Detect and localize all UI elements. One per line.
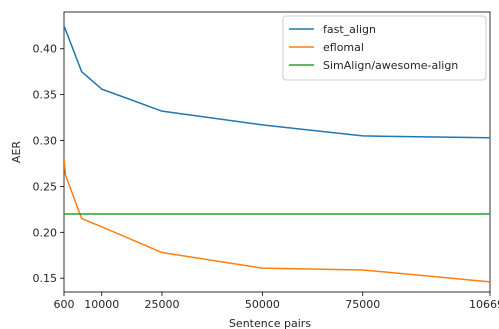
series-line-1 [64,158,490,283]
legend-label-1: eflomal [323,41,364,54]
y-axis: 0.15 0.20 0.25 0.30 0.35 0.40 [33,43,64,285]
y-tick-label: 0.20 [33,226,58,239]
x-tick-label: 106691 [469,298,499,311]
legend-label-2: SimAlign/awesome-align [323,59,458,72]
legend-box [282,15,487,81]
x-tick-label: 600 [54,298,75,311]
x-tick-label: 10000 [84,298,119,311]
plot-frame [63,11,491,293]
y-tick-label: 0.35 [33,89,58,102]
y-tick-label: 0.30 [33,135,58,148]
series-line-0 [64,25,490,139]
x-tick-label: 75000 [345,298,380,311]
x-tick-label: 50000 [245,298,280,311]
plot-area [63,11,491,293]
x-axis-label: Sentence pairs [229,317,311,329]
y-axis-label: AER [10,141,23,163]
y-tick-label: 0.25 [33,180,58,193]
x-axis: 600 10000 25000 50000 75000 106691 [54,292,499,311]
y-tick-label: 0.15 [33,272,58,285]
legend-label-0: fast_align [323,23,376,36]
x-tick-label: 25000 [144,298,179,311]
y-tick-label: 0.40 [33,43,58,56]
